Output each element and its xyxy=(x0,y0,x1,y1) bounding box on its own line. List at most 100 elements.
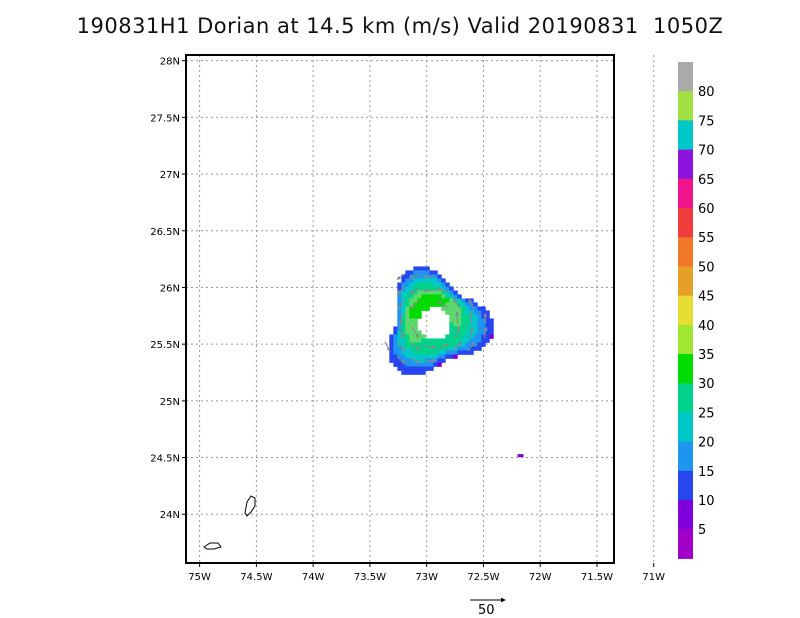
wind-cell xyxy=(481,318,486,323)
colorbar-label: 70 xyxy=(698,144,715,159)
wind-cell xyxy=(417,370,422,375)
wind-cell xyxy=(469,346,474,351)
colorbar-label: 45 xyxy=(698,290,715,305)
wind-cell xyxy=(405,354,410,359)
wind-cell xyxy=(433,350,438,355)
wind-cell xyxy=(405,306,410,311)
wind-cell xyxy=(477,342,482,347)
wind-cell xyxy=(437,282,442,287)
wind-cell xyxy=(441,350,446,355)
wind-cell xyxy=(393,326,398,331)
y-tick-label: 27.5N xyxy=(150,113,180,124)
wind-vector xyxy=(396,273,406,280)
wind-cell xyxy=(473,330,478,335)
wind-vector xyxy=(423,274,435,279)
wind-vector xyxy=(398,299,405,311)
y-tick-label: 26N xyxy=(160,283,180,294)
wind-cell xyxy=(405,362,410,367)
wind-cell xyxy=(433,298,438,303)
wind-cell xyxy=(405,290,410,295)
wind-cell xyxy=(453,354,458,359)
wind-cell xyxy=(425,298,430,303)
wind-cell xyxy=(425,294,430,299)
wind-cell xyxy=(517,454,524,458)
wind-cell xyxy=(453,290,458,295)
wind-cell xyxy=(417,290,422,295)
wind-cell xyxy=(429,338,434,343)
wind-cell xyxy=(465,302,470,307)
wind-cell xyxy=(473,326,478,331)
wind-cell xyxy=(413,286,418,291)
wind-cell xyxy=(433,270,438,275)
wind-cell xyxy=(425,362,430,367)
wind-cell xyxy=(389,342,394,347)
wind-cell xyxy=(413,298,418,303)
wind-cell xyxy=(469,334,474,339)
wind-cell xyxy=(477,306,482,311)
wind-cell xyxy=(413,266,418,271)
wind-cell xyxy=(453,342,458,347)
wind-vector xyxy=(469,326,474,338)
wind-cell xyxy=(401,330,406,335)
wind-cell xyxy=(409,314,414,319)
wind-cell xyxy=(485,338,490,343)
wind-cell xyxy=(473,302,478,307)
wind-cell xyxy=(489,334,494,339)
wind-cell xyxy=(445,294,450,299)
wind-vector xyxy=(453,298,462,310)
colorbar-label: 15 xyxy=(698,465,715,480)
wind-cell xyxy=(425,342,430,347)
wind-cell xyxy=(445,354,450,359)
wind-cell xyxy=(401,342,406,347)
colorbar-swatch xyxy=(678,412,693,443)
wind-cell xyxy=(409,366,414,371)
wind-cell xyxy=(437,362,442,367)
wind-cell xyxy=(477,326,482,331)
y-tick-label: 25N xyxy=(160,397,180,408)
wind-cell xyxy=(465,334,470,339)
wind-cell xyxy=(461,318,466,323)
wind-cell xyxy=(441,290,446,295)
wind-cell xyxy=(409,334,414,339)
wind-cell xyxy=(393,338,398,343)
colorbar-label: 10 xyxy=(698,494,715,509)
wind-cell xyxy=(397,338,402,343)
wind-cell xyxy=(421,282,426,287)
wind-cell xyxy=(401,314,406,319)
wind-cell xyxy=(409,282,414,287)
wind-cell xyxy=(429,366,434,371)
wind-cell xyxy=(417,354,422,359)
wind-cell xyxy=(457,294,462,299)
wind-cell xyxy=(421,366,426,371)
wind-cell xyxy=(417,334,422,339)
wind-cell xyxy=(449,334,454,339)
wind-cell xyxy=(429,302,434,307)
wind-cell xyxy=(473,338,478,343)
wind-cell xyxy=(397,298,402,303)
wind-cell xyxy=(409,326,414,331)
island-outline xyxy=(203,542,222,550)
wind-cell xyxy=(433,290,438,295)
wind-cell xyxy=(401,318,406,323)
wind-cell xyxy=(417,294,422,299)
wind-cell xyxy=(461,350,466,355)
wind-cell xyxy=(485,314,490,319)
wind-cell xyxy=(413,370,418,375)
wind-cell xyxy=(437,298,442,303)
wind-vector xyxy=(409,287,421,294)
wind-vector xyxy=(411,326,420,339)
wind-cell xyxy=(429,290,434,295)
wind-cell xyxy=(441,286,446,291)
wind-cell xyxy=(465,298,470,303)
colorbar-label: 75 xyxy=(698,114,715,129)
wind-cell xyxy=(405,298,410,303)
wind-cell xyxy=(461,314,466,319)
wind-cell xyxy=(417,274,422,279)
wind-cell xyxy=(397,358,402,363)
wind-cell xyxy=(413,310,418,315)
wind-cell xyxy=(409,322,414,327)
wind-cell xyxy=(429,286,434,291)
wind-cell xyxy=(441,282,446,287)
wind-vector xyxy=(384,341,391,352)
wind-cell xyxy=(401,322,406,327)
